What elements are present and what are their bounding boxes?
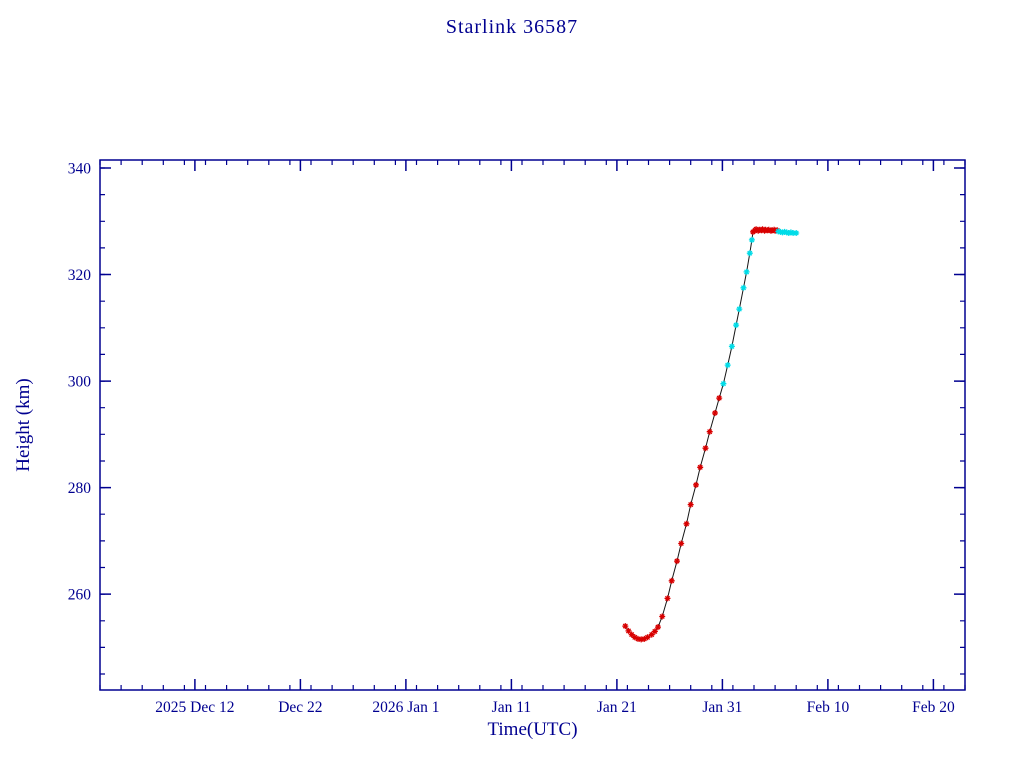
data-point-marker <box>724 362 731 369</box>
data-point-marker <box>790 230 797 236</box>
x-tick-label: 2025 Dec 12 <box>155 699 234 716</box>
series-cyan <box>720 228 800 387</box>
x-tick-label: Jan 21 <box>597 699 637 716</box>
data-point-marker <box>687 501 694 508</box>
data-point-marker <box>697 464 704 471</box>
data-point-marker <box>641 635 648 642</box>
axes <box>99 159 966 691</box>
data-point-marker <box>733 322 740 329</box>
data-point-marker <box>659 613 666 620</box>
y-tick-label: 320 <box>68 267 92 284</box>
data-point-marker <box>740 284 747 291</box>
data-point-marker <box>702 445 709 452</box>
data-point-marker <box>793 230 800 236</box>
y-tick-label: 300 <box>68 374 92 391</box>
trend-line <box>624 228 797 640</box>
x-axis-label: Time(UTC) <box>487 719 578 740</box>
data-point-marker <box>706 428 713 435</box>
data-point-marker <box>648 631 655 638</box>
data-point-marker <box>625 627 632 634</box>
x-tick-label: Feb 20 <box>912 699 955 716</box>
data-point-marker <box>668 577 675 584</box>
data-point-marker <box>683 520 690 527</box>
data-point-marker <box>748 236 755 243</box>
data-point-marker <box>651 628 658 635</box>
data-point-marker <box>736 306 743 313</box>
data-point-marker <box>644 634 651 641</box>
data-point-marker <box>728 343 735 350</box>
y-tick-label: 260 <box>68 587 92 604</box>
y-tick-label: 340 <box>68 161 92 178</box>
x-tick-label: Feb 10 <box>807 699 850 716</box>
data-point-marker <box>678 540 685 547</box>
data-point-marker <box>716 395 723 402</box>
data-point-marker <box>765 226 772 233</box>
data-point-marker <box>720 380 727 387</box>
data-point-marker <box>664 595 671 602</box>
x-tick-label: Jan 31 <box>702 699 742 716</box>
data-point-marker <box>631 634 638 641</box>
data-point-marker <box>746 250 753 257</box>
x-tick-label: Jan 11 <box>492 699 531 716</box>
data-point-marker <box>622 623 629 630</box>
y-tick-label: 280 <box>68 480 92 497</box>
data-point-marker <box>628 631 635 638</box>
data-point-marker <box>712 410 718 416</box>
data-point-marker <box>674 558 680 565</box>
x-tick-label: Dec 22 <box>278 699 322 716</box>
data-point-marker <box>635 635 641 642</box>
series-red <box>622 226 781 643</box>
tick-labels: 2025 Dec 12 Dec 22 2026 Jan 1 Jan 11 Jan 21 J… <box>68 161 955 717</box>
x-tick-label: 2026 Jan 1 <box>372 699 439 716</box>
data-point-marker <box>638 636 645 643</box>
data-point-marker <box>655 624 661 631</box>
data-series <box>622 226 800 643</box>
data-point-marker <box>743 268 750 275</box>
data-point-marker <box>693 481 699 488</box>
chart-title: Starlink 36587 <box>445 16 579 38</box>
